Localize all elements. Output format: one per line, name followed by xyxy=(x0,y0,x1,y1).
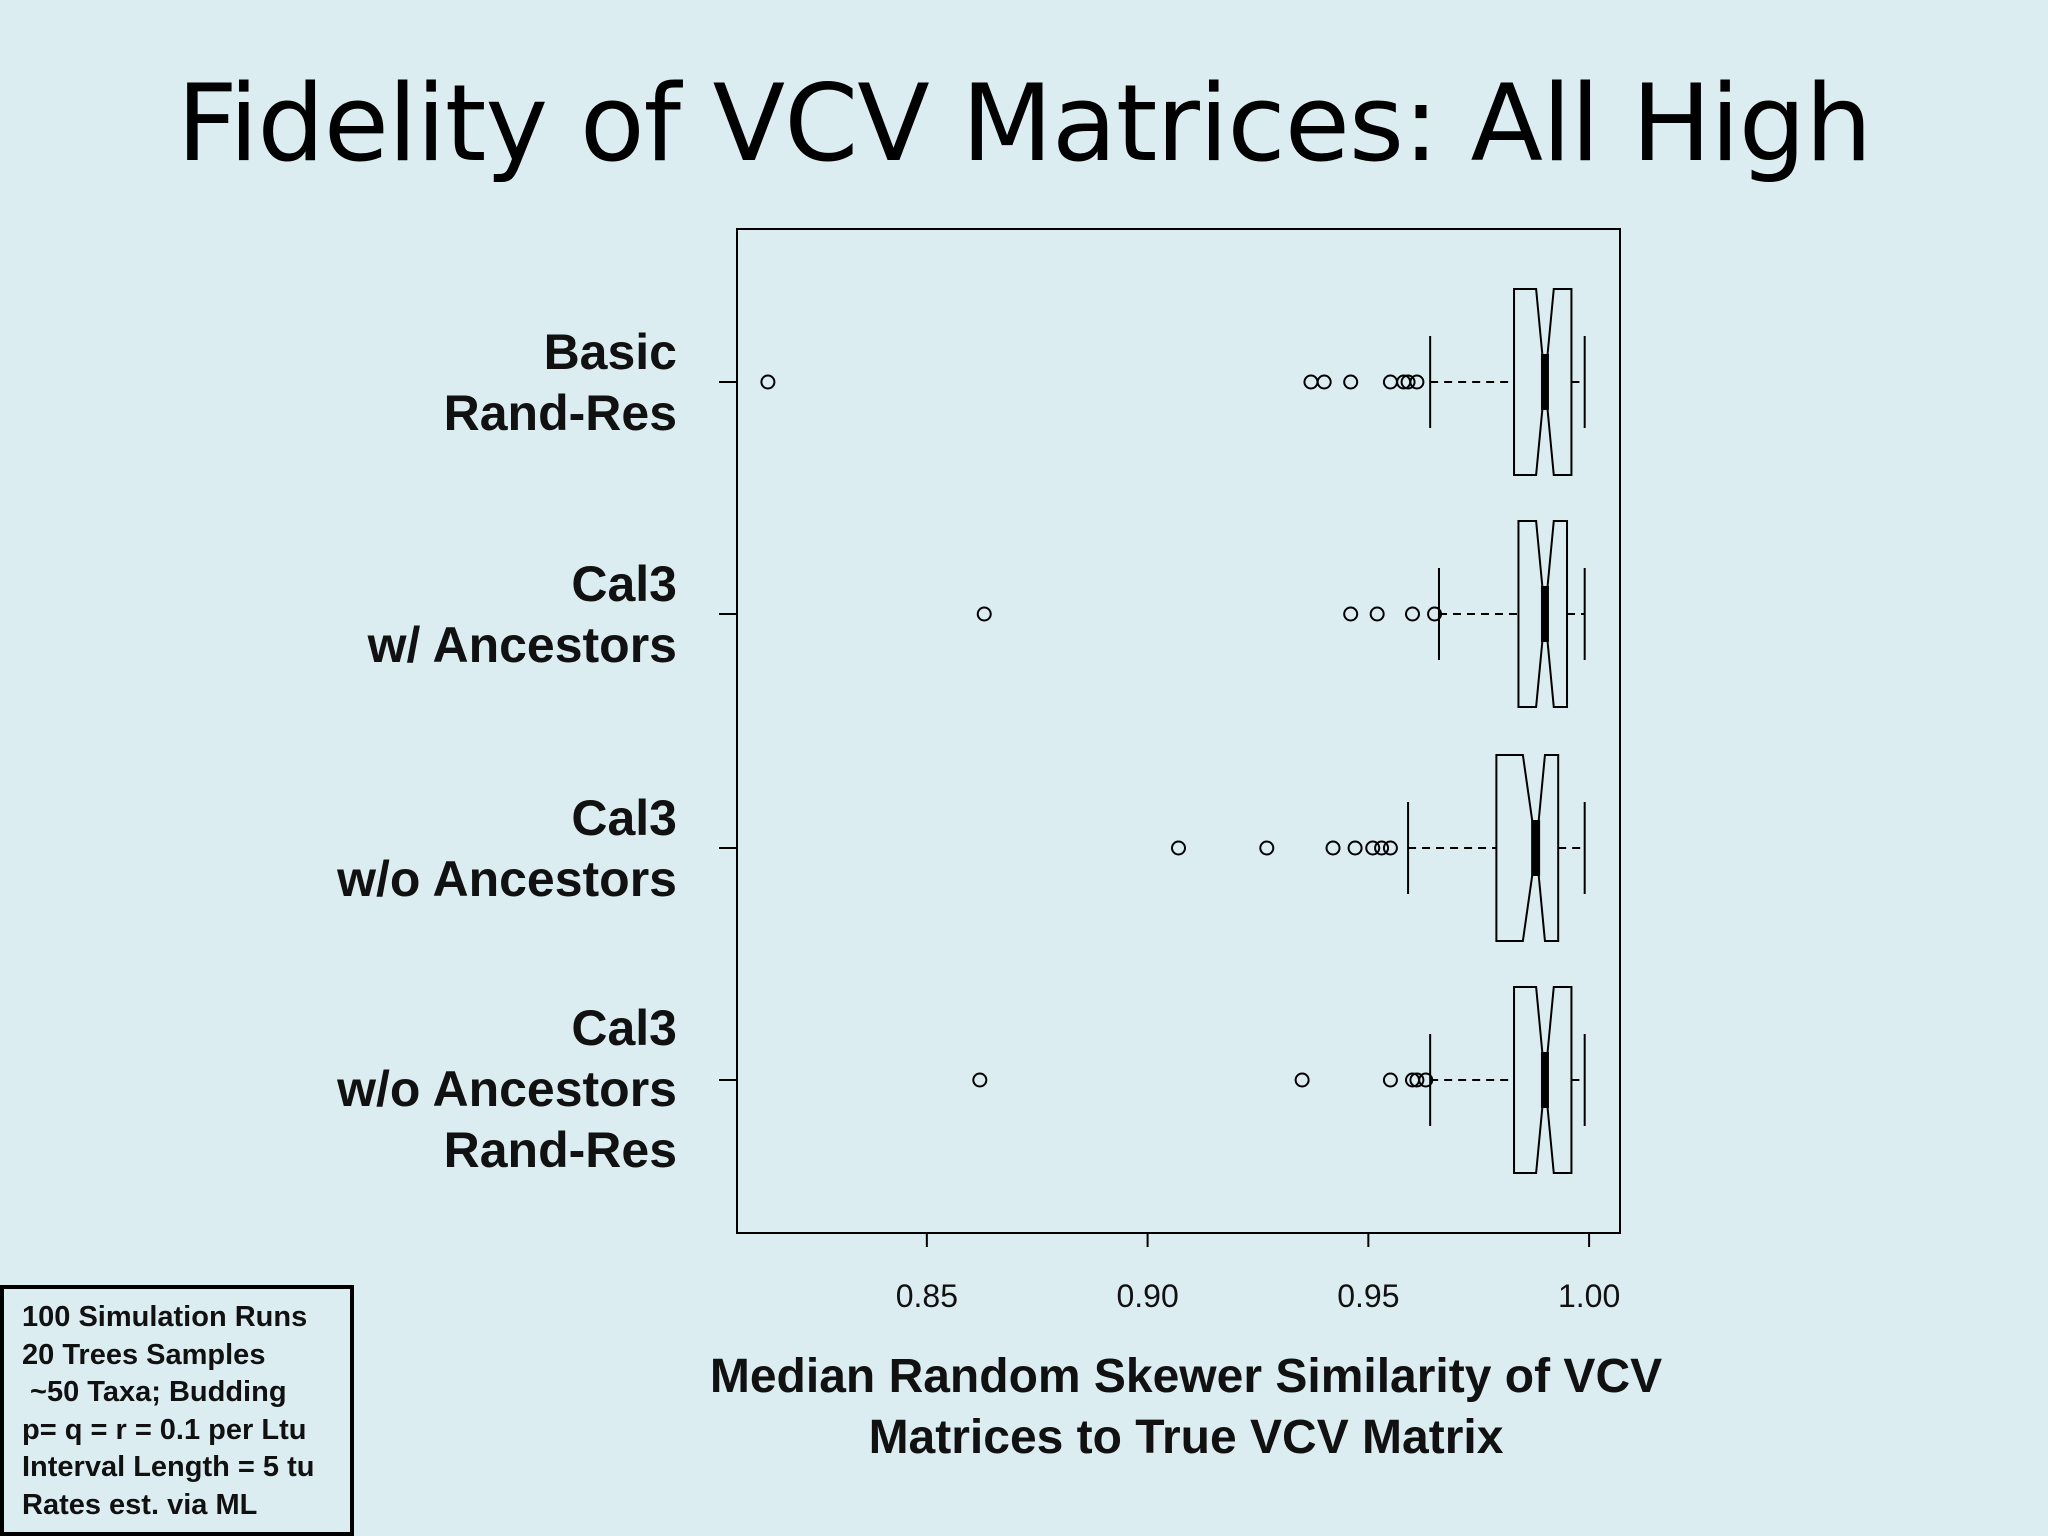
outlier-point xyxy=(1325,840,1341,856)
category-label-line: Cal3 xyxy=(571,790,677,846)
notes-line: Interval Length = 5 tu xyxy=(22,1451,315,1483)
outlier-point xyxy=(1404,606,1420,622)
outlier-point xyxy=(1374,840,1390,856)
slide-title: Fidelity of VCV Matrices: All High xyxy=(176,62,1873,185)
box-group xyxy=(1171,754,1586,942)
outlier-point xyxy=(1382,374,1398,390)
outlier-point xyxy=(1347,840,1363,856)
notes-line: ~50 Taxa; Budding xyxy=(22,1376,287,1408)
outlier-point xyxy=(1409,1072,1425,1088)
category-label-line: w/o Ancestors xyxy=(336,1061,677,1117)
outlier-point xyxy=(760,374,776,390)
category-label-line: w/o Ancestors xyxy=(336,851,677,907)
outlier-point xyxy=(1418,1072,1434,1088)
box-group xyxy=(760,288,1586,476)
outlier-point xyxy=(976,606,992,622)
outlier-point xyxy=(1343,374,1359,390)
outlier-point xyxy=(1294,1072,1310,1088)
outlier-point xyxy=(1409,374,1425,390)
outlier-point xyxy=(1427,606,1443,622)
category-label-line: Cal3 xyxy=(571,556,677,612)
category-label-line: Rand-Res xyxy=(444,385,677,441)
outlier-point xyxy=(1382,1072,1398,1088)
x-tick-label: 0.95 xyxy=(1337,1278,1399,1314)
outlier-point xyxy=(1259,840,1275,856)
notes-line: 20 Trees Samples xyxy=(22,1338,266,1371)
simulation-notes-box: 100 Simulation Runs 20 Trees Samples ~50 … xyxy=(0,1285,354,1536)
category-label-line: Basic xyxy=(544,324,677,380)
outlier-point xyxy=(1382,840,1398,856)
box-series xyxy=(760,288,1586,1174)
outlier-point xyxy=(1343,606,1359,622)
outlier-point xyxy=(1369,606,1385,622)
notched-box xyxy=(1495,754,1560,942)
category-label-line: Rand-Res xyxy=(444,1122,677,1178)
x-tick-label: 0.85 xyxy=(896,1278,958,1314)
x-tick-label: 1.00 xyxy=(1558,1278,1620,1314)
category-label-line: w/ Ancestors xyxy=(367,617,677,673)
box-group xyxy=(972,986,1586,1174)
x-axis-label-line: Matrices to True VCV Matrix xyxy=(869,1411,1504,1464)
x-axis: 0.85 0.90 0.95 1.00 xyxy=(896,1233,1620,1314)
outlier-point xyxy=(1316,374,1332,390)
x-axis-label-line: Median Random Skewer Similarity of VCV xyxy=(710,1350,1662,1403)
box-group xyxy=(976,520,1586,708)
x-tick-label: 0.90 xyxy=(1116,1278,1178,1314)
x-axis-label: Median Random Skewer Similarity of VCV Ma… xyxy=(710,1350,1662,1464)
outlier-point xyxy=(972,1072,988,1088)
outlier-point xyxy=(1365,840,1381,856)
plot-frame xyxy=(736,228,1621,1234)
outlier-point xyxy=(1303,374,1319,390)
notes-line: Rates est. via ML xyxy=(22,1488,258,1521)
outlier-point xyxy=(1171,840,1186,856)
category-label-line: Cal3 xyxy=(571,1000,677,1056)
notes-line: 100 Simulation Runs xyxy=(22,1301,308,1333)
notes-line: p= q = r = 0.1 per Ltu xyxy=(22,1413,307,1446)
outlier-point xyxy=(1400,374,1416,390)
